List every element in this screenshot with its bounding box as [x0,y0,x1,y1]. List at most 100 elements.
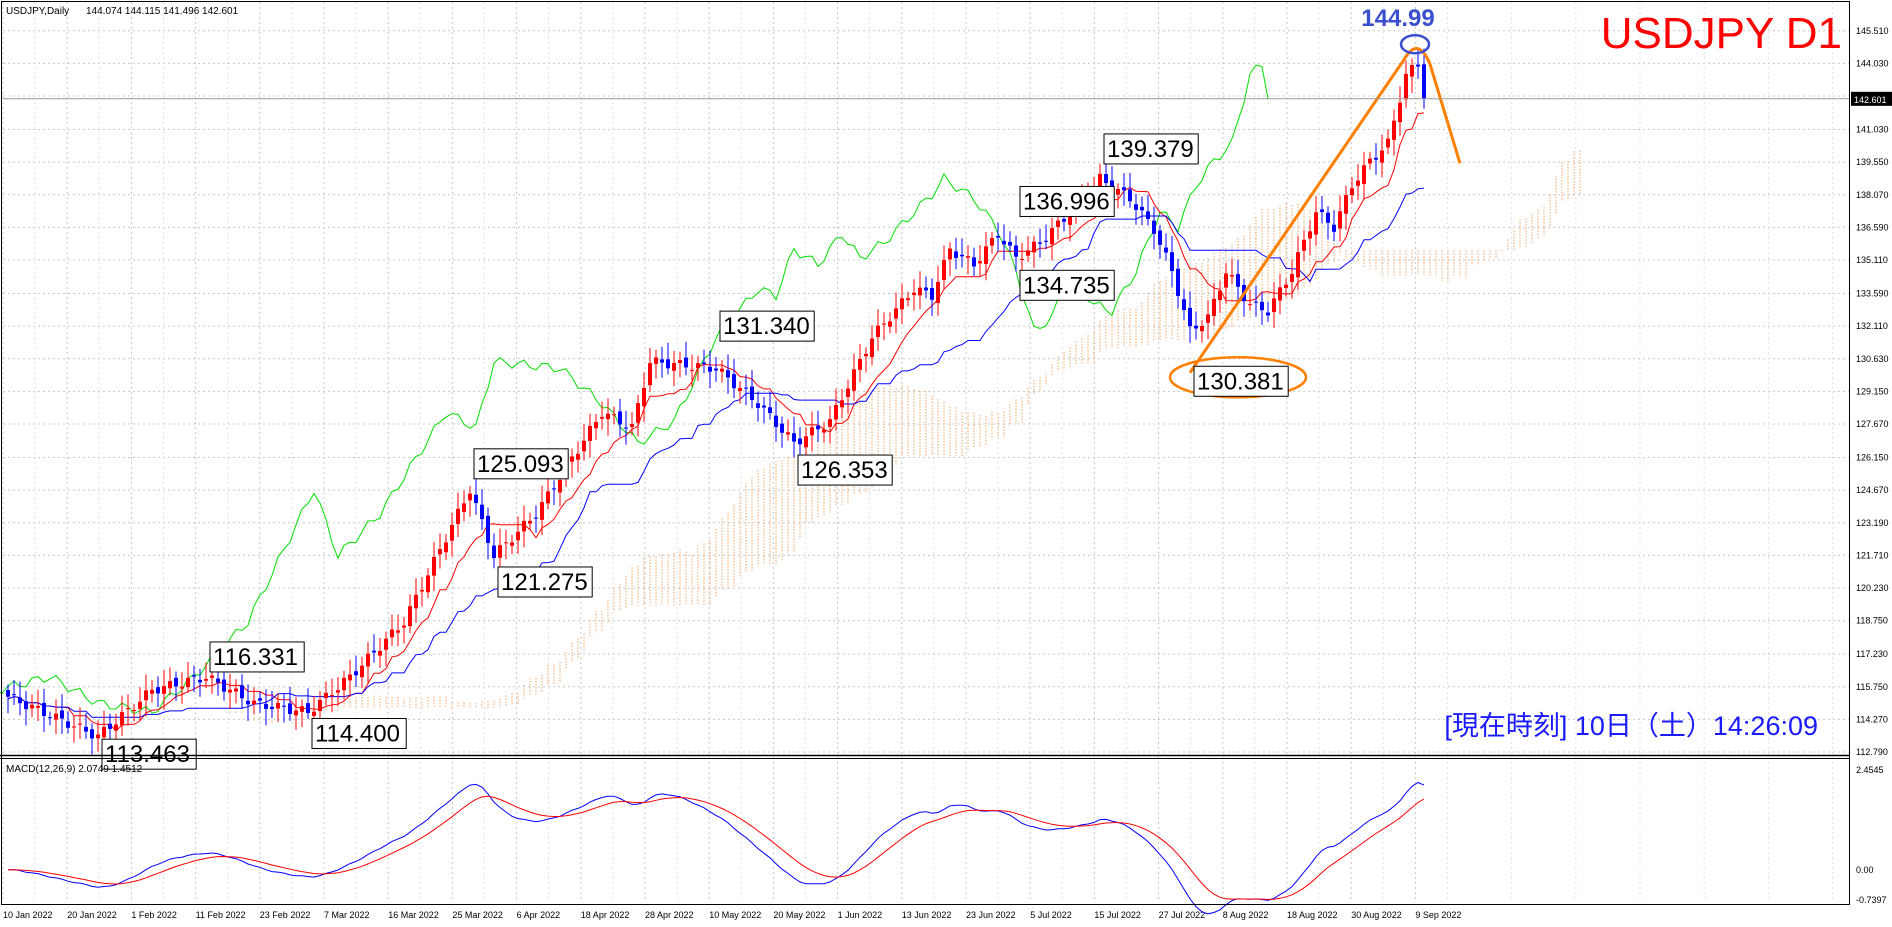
candle-body [114,724,118,731]
candle-body [684,357,688,368]
candle-body [402,625,406,628]
candle-body [672,363,676,371]
candle-body [204,678,208,681]
kumo-cloud [223,150,1581,725]
price-label-box [1019,269,1115,301]
y-tick-label: 118.750 [1856,616,1888,626]
price-label-box [719,310,815,342]
candle-body [756,403,760,408]
price-label-box [797,454,893,486]
candle-body [768,407,772,414]
x-tick-label: 27 Jul 2022 [1159,910,1206,920]
candle-body [690,369,694,371]
macd-panel: 2.4545 0.00 -0.7397 [7,765,1887,915]
candle-body [576,453,580,460]
macd-line [7,781,1425,915]
y-tick-label: 126.150 [1856,453,1889,463]
candle-body [552,488,556,490]
price-label: 131.340 [723,313,810,340]
candle-body [1260,301,1264,311]
y-tick-label: 133.590 [1856,289,1889,299]
candle-body [408,606,412,627]
candle-body [1308,231,1312,239]
candle-body [1422,64,1426,99]
candle-body [870,338,874,358]
candle-body [1182,299,1186,311]
candle-body [588,425,592,441]
candle-body [804,436,808,448]
x-tick-label: 6 Apr 2022 [517,910,561,920]
candle-body [720,368,724,372]
candle-body [702,362,706,364]
candle-body [1044,240,1048,242]
candle-body [126,708,130,710]
candle-body [90,729,94,739]
x-tick-label: 13 Jun 2022 [902,910,952,920]
candle-body [468,493,472,501]
candle-body [486,515,490,543]
candle-body [930,288,934,300]
candle-body [978,261,982,264]
current-time: [現在時刻] 10日（土）14:26:09 [1444,711,1818,741]
candle-body [1374,157,1378,160]
candle-body [840,400,844,408]
x-tick-label: 7 Mar 2022 [324,910,370,920]
candle-body [120,712,124,726]
price-labels: 113.463 116.331 114.400 125.093 121.275 131.3… [101,133,1289,770]
candle-body [828,419,832,427]
candle-body [18,697,22,704]
candle-body [1146,211,1150,220]
kijun-sen [7,187,1425,718]
price-label-box [1103,133,1199,165]
candle-body [1278,287,1282,301]
header-ohlc: 144.074 144.115 141.496 142.601 [86,6,239,17]
candle-body [882,323,886,325]
candle-body [990,238,994,246]
annotations [1168,34,1462,399]
x-tick-label: 1 Jun 2022 [838,910,883,920]
candle-body [348,674,352,681]
candle-body [762,405,766,408]
candle-body [270,706,274,709]
candle-body [210,675,214,678]
candle-body [630,424,634,427]
candle-body [1164,247,1168,253]
candle-body [378,651,382,656]
candle-body [504,542,508,544]
candle-body [1032,241,1036,253]
corner-title: USDJPY D1 [1601,9,1842,58]
candle-body [1212,298,1216,316]
candle-body [1284,284,1288,288]
candle-body [1098,173,1102,190]
price-label-box [473,448,569,480]
candle-body [180,686,184,689]
candle-body [102,726,106,738]
candle-body [390,629,394,638]
candle-body [1104,174,1108,184]
candle-body [144,690,148,701]
candle-body [1410,65,1414,77]
current-price-value: 142.601 [1854,95,1887,105]
candle-body [1296,252,1300,278]
candle-body [636,403,640,423]
candle-body [678,360,682,364]
candle-body [966,256,970,258]
candle-body [1320,209,1324,213]
candle-body [162,686,166,694]
candle-body [774,415,778,427]
candle-body [918,287,922,296]
candle-body [1356,180,1360,186]
candle-body [1266,312,1270,316]
header-symbol: USDJPY,Daily [6,6,69,17]
candle-body [60,710,64,719]
candle-body [306,703,310,713]
candle-body [360,665,364,678]
candle-body [234,688,238,692]
y-tick-label: 130.630 [1856,354,1889,364]
candle-body [648,363,652,386]
candle-body [1056,220,1060,227]
candle-body [1050,228,1054,245]
candle-body [726,370,730,378]
candle-body [846,388,850,397]
